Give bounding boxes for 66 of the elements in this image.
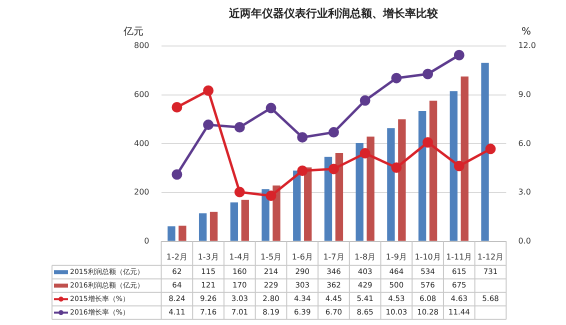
y-tick-label: 0 — [144, 236, 150, 246]
point — [422, 137, 434, 148]
bar — [398, 119, 406, 241]
bar — [178, 226, 186, 241]
bar — [272, 185, 280, 241]
x-tick-label: 1-7月 — [323, 252, 344, 262]
x-tick-label: 1-5月 — [260, 252, 282, 262]
bar — [262, 189, 270, 241]
x-tick-label: 1-11月 — [446, 252, 472, 262]
y-tick-label: 200 — [134, 188, 150, 197]
x-tick-label: 1-12月 — [477, 252, 504, 262]
bar — [293, 170, 301, 241]
point — [172, 102, 182, 112]
bar — [366, 136, 374, 241]
x-tick-label: 1-3月 — [198, 252, 219, 262]
point — [203, 120, 214, 130]
point — [454, 160, 464, 172]
point — [391, 72, 402, 84]
bar — [230, 202, 238, 241]
point — [266, 102, 276, 114]
y-axis-title: 亿元 — [122, 26, 144, 38]
bar — [198, 213, 207, 241]
x-tick-label: 1-2月 — [166, 252, 188, 262]
point — [172, 169, 182, 180]
y2-tick-label: 9.0 — [518, 90, 531, 99]
bar — [304, 167, 312, 241]
point — [266, 190, 276, 202]
point — [454, 50, 464, 60]
bar — [387, 128, 395, 241]
y-tick-label: 600 — [134, 90, 150, 99]
point — [391, 162, 402, 173]
bar — [168, 226, 176, 241]
x-tick-label: 1-8月 — [354, 252, 376, 262]
x-tick-label: 1-6月 — [292, 252, 313, 262]
y2-tick-label: 0.0 — [518, 236, 531, 246]
y-tick-label: 400 — [134, 138, 150, 148]
bar — [356, 142, 364, 241]
point — [360, 95, 370, 106]
y2-axis-title: % — [521, 26, 531, 38]
y2-tick-label: 6.0 — [518, 138, 531, 148]
point — [328, 164, 339, 174]
bar — [429, 100, 438, 241]
point — [234, 186, 245, 198]
bar — [324, 156, 332, 241]
point — [422, 68, 434, 80]
point — [360, 148, 370, 159]
bar — [450, 91, 458, 241]
bar — [481, 62, 489, 241]
y-tick-label: 800 — [134, 41, 150, 50]
point — [328, 127, 339, 138]
bar — [335, 152, 344, 241]
point — [297, 165, 308, 176]
point — [234, 122, 245, 133]
point — [297, 132, 308, 143]
y2-tick-label: 12.0 — [518, 41, 536, 50]
chart-title: 近两年仪器仪表行业利润总额、增长率比较 — [228, 6, 440, 20]
bar — [418, 110, 426, 241]
point — [203, 85, 214, 96]
y2-tick-label: 3.0 — [518, 188, 531, 197]
x-tick-label: 1-10月 — [414, 252, 441, 262]
point — [485, 144, 496, 154]
bar — [460, 76, 468, 241]
x-tick-label: 1-9月 — [386, 252, 407, 262]
bar — [241, 200, 249, 241]
x-tick-label: 1-4月 — [229, 252, 250, 262]
bar — [210, 212, 218, 241]
